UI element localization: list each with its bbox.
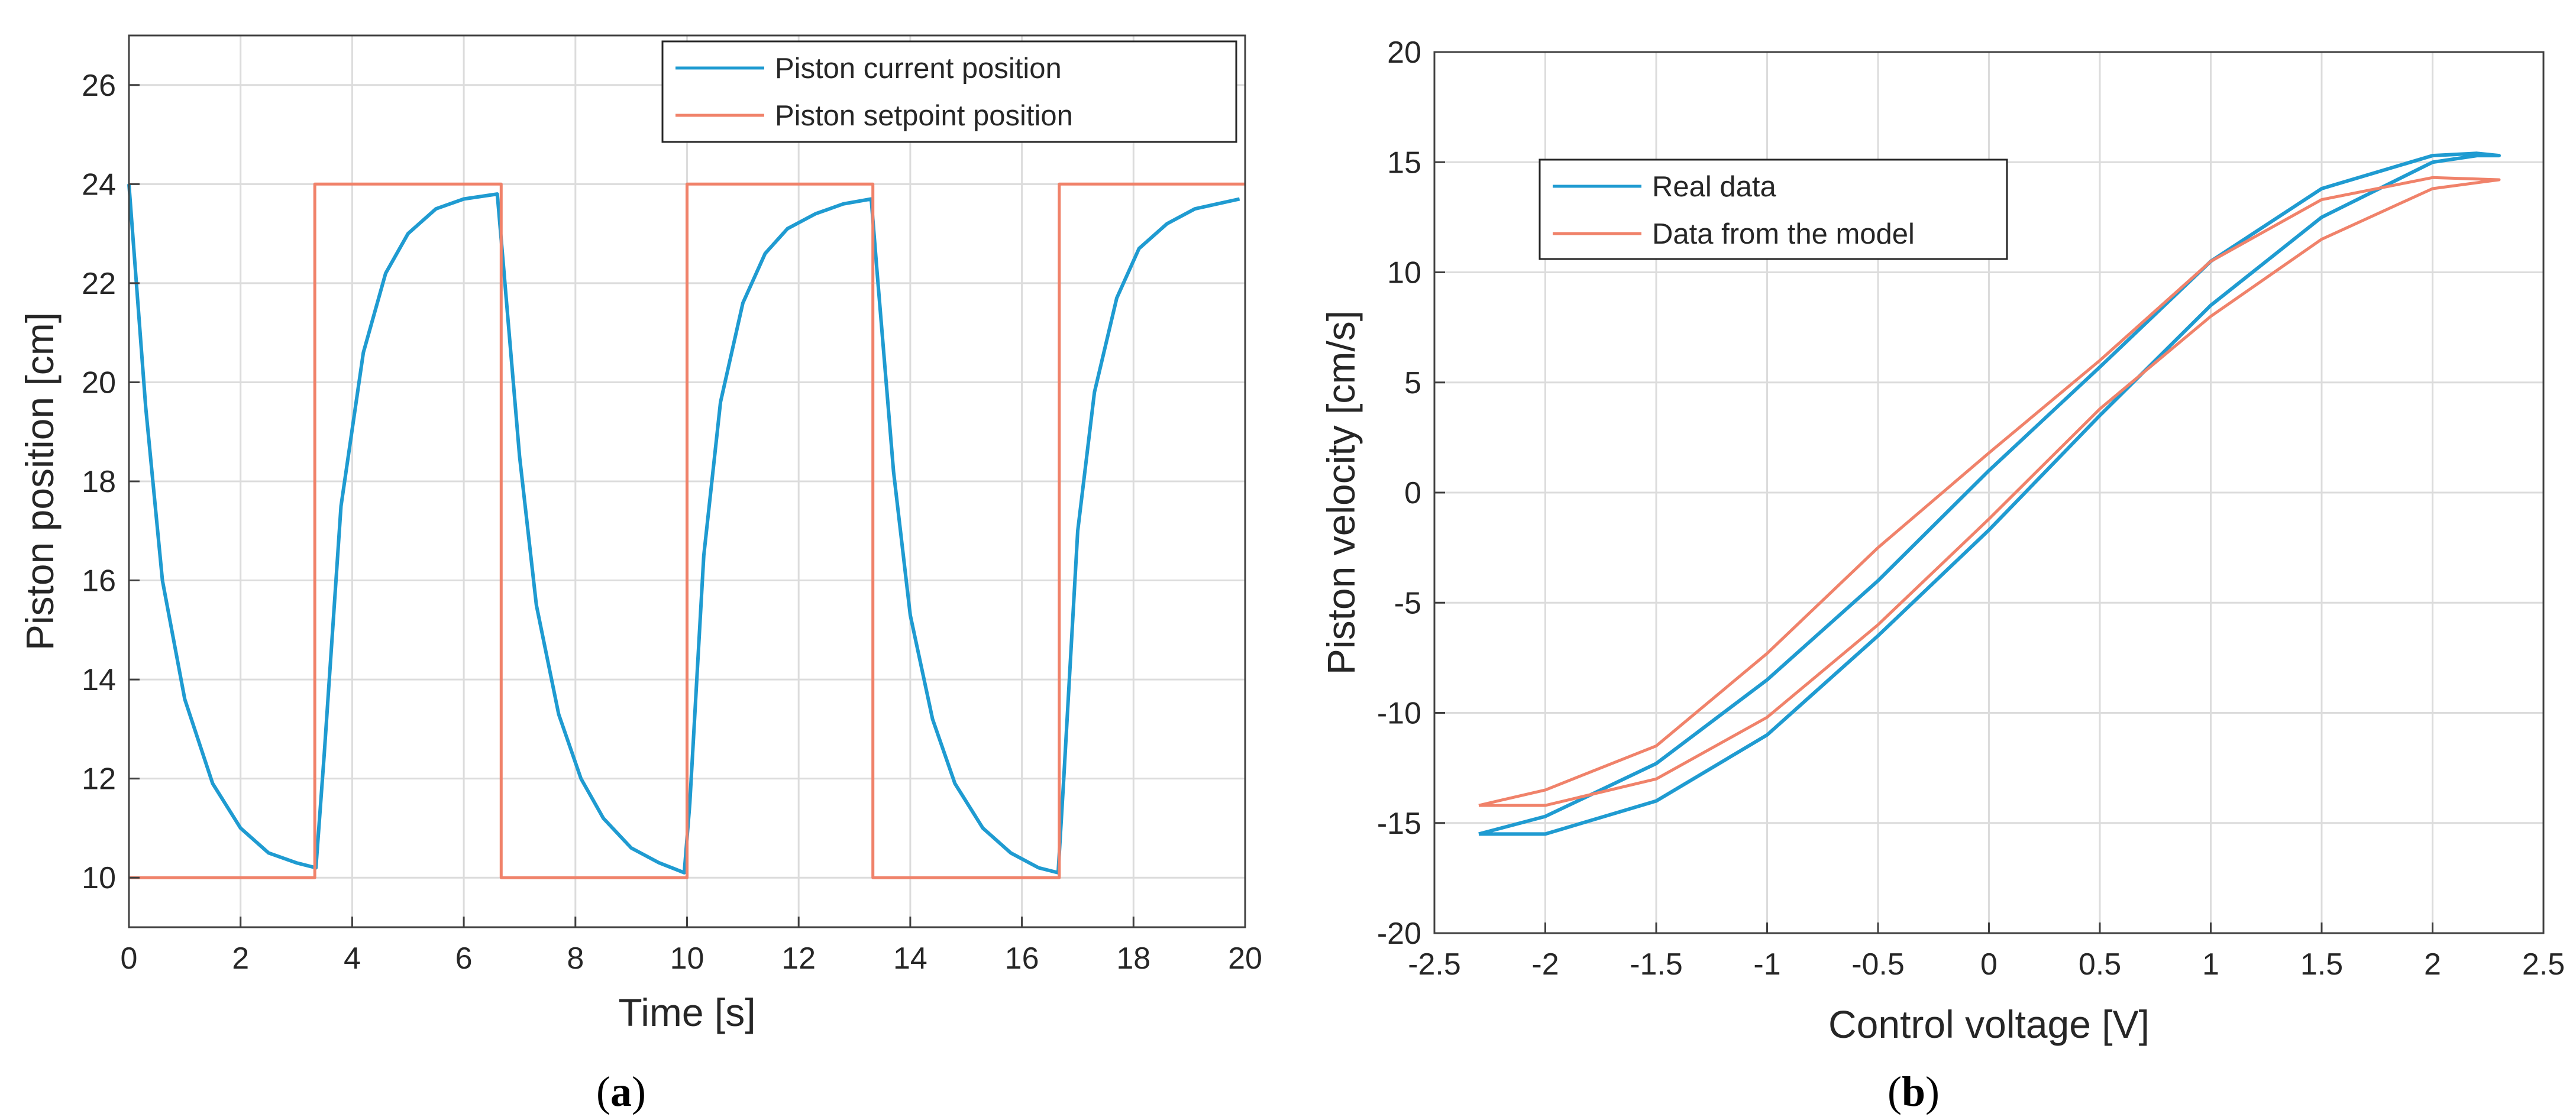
x-axis-label: Control voltage [V]	[1828, 1002, 2150, 1046]
x-tick-label: -2	[1531, 947, 1559, 982]
y-tick-label: 24	[82, 167, 116, 202]
x-tick-label: 12	[781, 941, 816, 976]
series-line-data-from-the-model	[1478, 176, 2501, 807]
x-tick-label: 1.5	[2300, 947, 2343, 982]
x-axis-label: Time [s]	[618, 990, 755, 1034]
panel-caption: (b)	[1887, 1068, 1940, 1115]
legend-box	[661, 40, 1237, 143]
legend-entry-label: Real data	[1652, 171, 1777, 203]
caption-close-paren: )	[632, 1068, 646, 1115]
caption-open-paren: (	[596, 1068, 610, 1115]
caption-letter: a	[610, 1068, 632, 1115]
y-tick-label: -20	[1377, 917, 1421, 951]
panel-a: 0 2 4 6 8 10 12 14 16 18 20101214161820222426Time …	[18, 34, 1262, 1115]
y-tick-label: 16	[82, 564, 116, 598]
panel-caption: (a)	[596, 1068, 646, 1115]
legend-entry-label: Data from the model	[1652, 218, 1915, 250]
y-tick-label: 22	[82, 267, 116, 301]
y-tick-label: 15	[1387, 145, 1421, 180]
x-tick-label: 20	[1228, 941, 1262, 976]
y-tick-label: 26	[82, 69, 116, 103]
x-tick-label: -1	[1753, 947, 1780, 982]
legend-entry-label: Piston current position	[775, 53, 1062, 85]
x-tick-label: 18	[1116, 941, 1150, 976]
y-tick-label: 18	[82, 465, 116, 499]
x-tick-label: 4	[344, 941, 361, 976]
x-tick-label: 14	[893, 941, 927, 976]
y-tick-label: 0	[1404, 476, 1421, 510]
y-tick-label: 10	[82, 861, 116, 895]
y-tick-label: -5	[1394, 586, 1421, 620]
x-tick-label: -2.5	[1408, 947, 1461, 982]
x-tick-label: 0	[121, 941, 138, 976]
x-tick-label: 2	[2424, 947, 2441, 982]
caption-open-paren: (	[1887, 1068, 1902, 1115]
x-tick-label: 1	[2202, 947, 2219, 982]
y-axis-label: Piston velocity [cm/s]	[1319, 310, 1363, 675]
y-tick-label: 14	[82, 663, 116, 697]
legend-box	[1539, 158, 2008, 260]
series-line-piston-setpoint-position	[129, 182, 1245, 879]
x-tick-label: 2	[232, 941, 249, 976]
x-tick-label: 6	[455, 941, 473, 976]
y-tick-label: 20	[1387, 35, 1421, 70]
x-tick-label: 10	[670, 941, 704, 976]
x-tick-label: -1.5	[1630, 947, 1683, 982]
series-line-real-data	[1478, 151, 2501, 836]
legend-entry-label: Piston setpoint position	[775, 100, 1073, 132]
x-tick-label: 0.5	[2079, 947, 2121, 982]
y-tick-label: 10	[1387, 256, 1421, 290]
y-tick-label: -10	[1377, 697, 1421, 731]
x-tick-label: 2.5	[2522, 947, 2565, 982]
x-tick-label: 0	[1980, 947, 1998, 982]
y-tick-label: 5	[1404, 366, 1421, 400]
y-axis-label: Piston position [cm]	[18, 312, 62, 650]
x-tick-label: -0.5	[1851, 947, 1905, 982]
caption-close-paren: )	[1925, 1068, 1940, 1115]
y-tick-label: 20	[82, 365, 116, 400]
y-tick-label: 12	[82, 762, 116, 797]
x-tick-label: 8	[567, 941, 584, 976]
caption-letter: b	[1902, 1068, 1925, 1115]
panel-b: -2.5 -2 -1.5 -1 -0.5 0 0.5 1 1.5 2 2.5 -20 -15 -10 -5 0…	[1319, 35, 2565, 1115]
x-tick-label: 16	[1005, 941, 1039, 976]
y-tick-label: -15	[1377, 807, 1421, 841]
